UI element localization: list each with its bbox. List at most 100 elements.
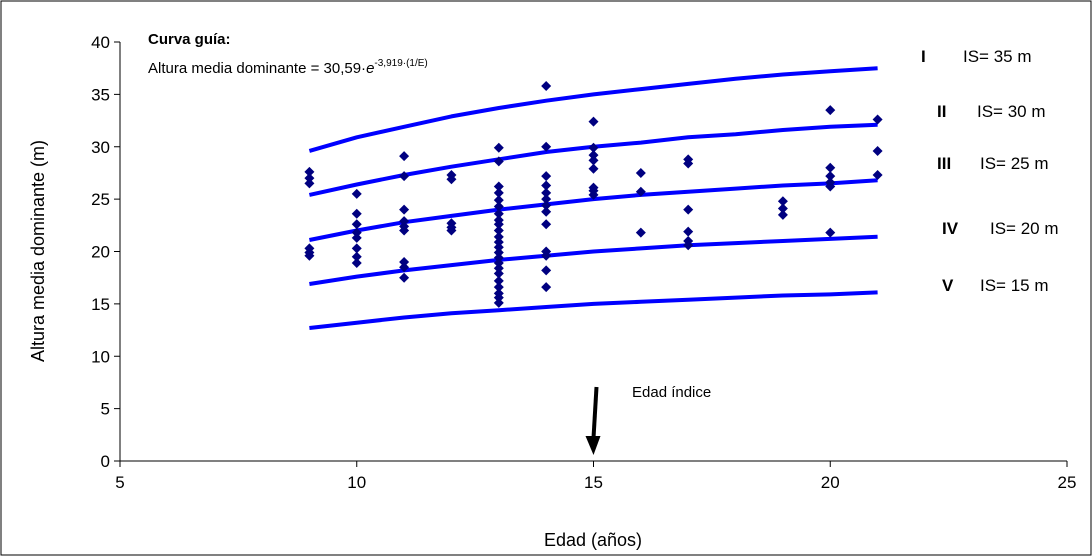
index-arrow-head	[585, 436, 601, 455]
data-point	[825, 227, 836, 238]
data-point	[541, 282, 552, 293]
data-point	[493, 142, 504, 153]
data-point	[493, 297, 504, 308]
data-point	[683, 158, 694, 169]
data-point	[635, 227, 646, 238]
data-point	[541, 194, 552, 205]
data-point	[541, 80, 552, 91]
guide-formula-e: e	[366, 60, 374, 77]
site-class-label: IS= 30 m	[977, 102, 1046, 121]
data-point	[588, 150, 599, 161]
data-point	[493, 252, 504, 263]
data-point	[493, 208, 504, 219]
guide-formula-exponent: -3,919·(1/E)	[374, 58, 427, 69]
data-point	[541, 187, 552, 198]
data-point	[541, 141, 552, 152]
data-point	[493, 242, 504, 253]
x-tick-label: 20	[821, 473, 840, 492]
data-point	[588, 142, 599, 153]
data-point	[777, 209, 788, 220]
data-point	[446, 174, 457, 185]
guide-curve-title: Curva guía:	[148, 31, 231, 48]
data-point	[399, 171, 410, 182]
data-point	[541, 206, 552, 217]
x-axis-ticks: 5 10 15 20 25	[115, 461, 1076, 492]
data-point	[541, 219, 552, 230]
data-point	[304, 250, 315, 261]
y-tick-label: 5	[101, 400, 110, 419]
data-point	[825, 162, 836, 173]
x-tick-label: 10	[347, 473, 366, 492]
data-point	[493, 263, 504, 274]
data-point	[872, 145, 883, 156]
guide-formula-base: Altura media dominante = 30,59·	[148, 60, 366, 77]
data-point	[777, 203, 788, 214]
data-point	[399, 225, 410, 236]
data-point	[493, 258, 504, 269]
data-point	[304, 166, 315, 177]
observation-points	[304, 80, 883, 308]
data-point	[825, 105, 836, 116]
y-tick-label: 30	[91, 138, 110, 157]
data-point	[493, 275, 504, 286]
data-point	[399, 262, 410, 273]
site-class-label: IS= 35 m	[963, 47, 1032, 66]
data-point	[872, 114, 883, 125]
data-point	[351, 188, 362, 199]
data-point	[493, 231, 504, 242]
data-point	[588, 189, 599, 200]
data-point	[493, 181, 504, 192]
y-tick-label: 20	[91, 243, 110, 262]
y-tick-label: 15	[91, 295, 110, 314]
data-point	[351, 227, 362, 238]
index-age-arrow	[585, 386, 601, 455]
data-point	[493, 237, 504, 248]
data-point	[399, 216, 410, 227]
data-point	[683, 204, 694, 215]
data-point	[588, 155, 599, 166]
data-point	[304, 178, 315, 189]
index-arrow-shaft	[591, 386, 599, 439]
data-point	[351, 219, 362, 230]
data-point	[351, 232, 362, 243]
data-point	[493, 268, 504, 279]
x-axis-title: Edad (años)	[544, 530, 642, 550]
data-point	[635, 167, 646, 178]
site-curve-v	[309, 290, 878, 330]
site-class-roman: II	[937, 102, 946, 121]
data-point	[351, 243, 362, 254]
site-class-roman: I	[921, 47, 926, 66]
x-tick-label: 5	[115, 473, 124, 492]
data-point	[493, 187, 504, 198]
data-point	[493, 201, 504, 212]
data-point	[399, 272, 410, 283]
data-point	[541, 171, 552, 182]
data-point	[541, 180, 552, 191]
data-point	[493, 195, 504, 206]
data-point	[683, 226, 694, 237]
data-point	[777, 196, 788, 207]
data-point	[493, 282, 504, 293]
site-curve-i	[308, 66, 878, 153]
data-point	[304, 173, 315, 184]
y-tick-label: 25	[91, 190, 110, 209]
site-class-label: IS= 25 m	[980, 154, 1049, 173]
data-point	[493, 219, 504, 230]
data-point	[825, 171, 836, 182]
site-class-roman: V	[942, 276, 954, 295]
data-point	[683, 240, 694, 251]
data-point	[399, 204, 410, 215]
data-point	[351, 208, 362, 219]
data-point	[351, 251, 362, 262]
guide-curve-formula: Altura media dominante = 30,59·e-3,919·(…	[148, 58, 428, 77]
data-point	[872, 170, 883, 181]
data-point	[493, 247, 504, 258]
index-age-label: Edad índice	[632, 384, 711, 401]
data-point	[493, 292, 504, 303]
data-point	[399, 151, 410, 162]
data-point	[635, 186, 646, 197]
y-tick-label: 0	[101, 452, 110, 471]
site-class-roman: IV	[942, 219, 959, 238]
